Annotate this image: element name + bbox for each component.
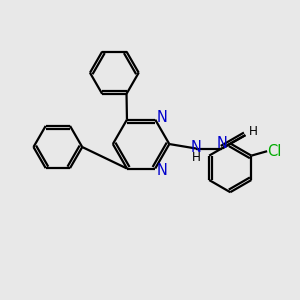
Text: N: N (156, 163, 167, 178)
Text: H: H (192, 151, 201, 164)
Text: N: N (190, 140, 202, 155)
Text: N: N (217, 136, 228, 151)
Text: N: N (156, 110, 167, 125)
Text: Cl: Cl (267, 144, 281, 159)
Text: H: H (249, 125, 258, 138)
